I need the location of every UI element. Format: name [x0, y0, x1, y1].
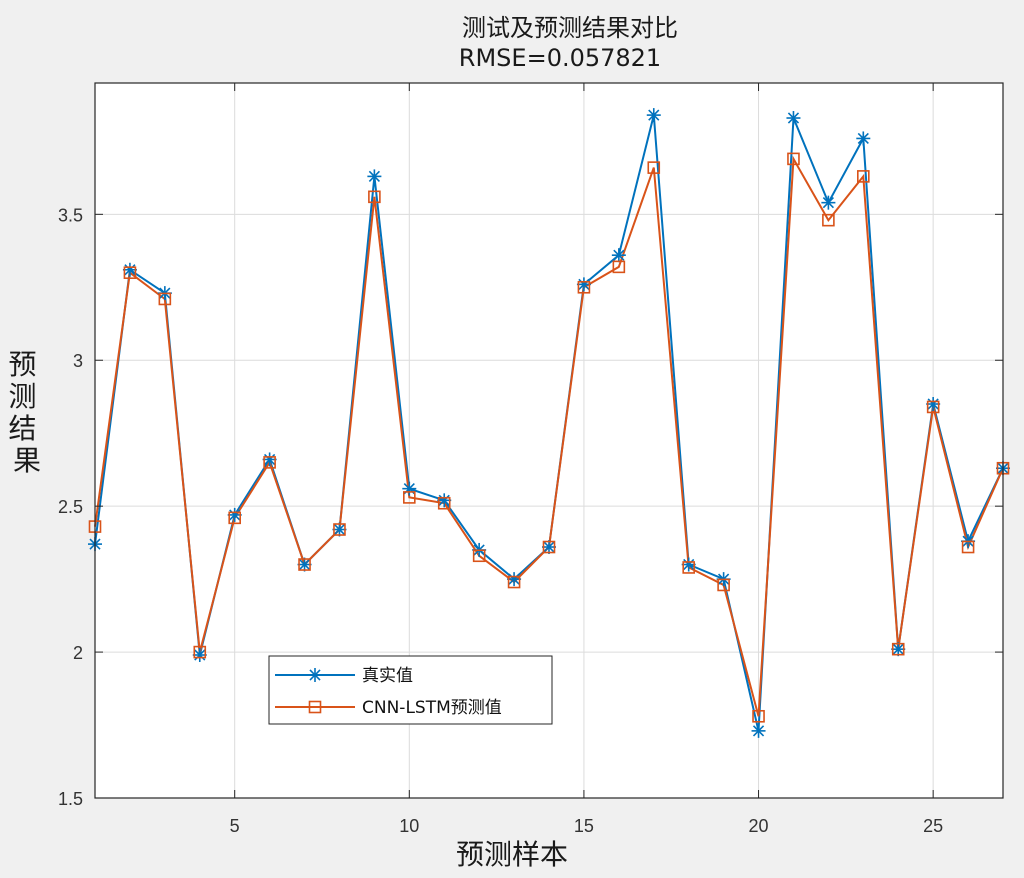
data-point-square — [891, 642, 905, 656]
data-point-square — [787, 152, 800, 166]
data-point-square — [857, 170, 870, 183]
legend: 真实值 CNN-LSTM预测值 — [268, 655, 553, 725]
x-tick-label: 15 — [574, 816, 594, 836]
data-point-square — [228, 511, 241, 525]
ticks: 5 10 15 20 25 1.5 2 2.5 3 3.5 — [58, 83, 1003, 836]
y-axis-label-char: 结 — [9, 412, 37, 445]
legend-marker-star-icon — [308, 668, 322, 682]
y-tick-label: 3.5 — [58, 205, 83, 225]
data-point-square — [123, 266, 137, 279]
data-point-star — [891, 642, 906, 657]
data-point-square — [193, 645, 207, 659]
legend-marker-square-icon — [308, 700, 322, 714]
data-point-star — [821, 195, 836, 210]
data-point-star — [297, 557, 312, 572]
data-point-square — [542, 540, 556, 554]
plot-border — [94, 82, 1004, 799]
data-point-square — [472, 549, 486, 563]
data-point-square — [926, 400, 940, 414]
data-point-square — [612, 260, 626, 274]
legend-star-icon — [308, 668, 322, 682]
x-tick-label: 5 — [230, 816, 240, 836]
data-point-square — [158, 292, 172, 306]
y-axis-label-char: 预 — [9, 348, 37, 381]
legend-label-real: 真实值 — [362, 666, 413, 686]
data-point-square — [263, 456, 276, 469]
data-point-square — [822, 213, 835, 227]
data-point-star — [542, 540, 556, 555]
legend-square-icon — [308, 700, 322, 714]
data-point-square — [333, 523, 346, 536]
data-point-square — [507, 575, 521, 589]
data-point-square — [961, 540, 975, 554]
chart-subtitle: RMSE=0.057821 — [459, 44, 661, 72]
y-tick-label: 1.5 — [58, 789, 83, 809]
y-tick-label: 2.5 — [58, 497, 83, 517]
data-point-square — [752, 709, 765, 723]
y-axis-label-char: 果 — [13, 444, 41, 477]
markers-pred — [88, 152, 1010, 723]
x-tick-label: 10 — [399, 816, 419, 836]
data-point-square — [682, 561, 695, 574]
data-point-square — [647, 161, 661, 174]
x-tick-label: 20 — [749, 816, 769, 836]
data-point-star — [751, 723, 766, 738]
data-point-square — [368, 190, 381, 204]
data-point-square — [298, 558, 311, 571]
chart-title: 测试及预测结果对比 — [462, 14, 678, 42]
x-tick-label: 25 — [923, 816, 943, 836]
data-point-star — [611, 248, 626, 263]
data-point-square — [403, 491, 416, 504]
data-point-star — [332, 522, 347, 537]
y-axis-label-char: 测 — [9, 380, 37, 413]
x-axis-label: 预测样本 — [456, 838, 568, 871]
y-tick-label: 3 — [73, 351, 83, 371]
y-axis-label: 预 测 结 果 — [9, 348, 46, 477]
data-point-star — [786, 111, 801, 126]
data-point-square — [717, 578, 730, 592]
legend-label-pred: CNN-LSTM预测值 — [362, 698, 502, 718]
data-point-star — [646, 108, 661, 123]
y-tick-label: 2 — [73, 643, 83, 663]
data-point-square — [577, 280, 591, 294]
data-point-star — [367, 169, 382, 184]
series-layer — [88, 108, 1010, 738]
data-point-star — [856, 131, 871, 146]
data-point-square — [437, 496, 451, 510]
